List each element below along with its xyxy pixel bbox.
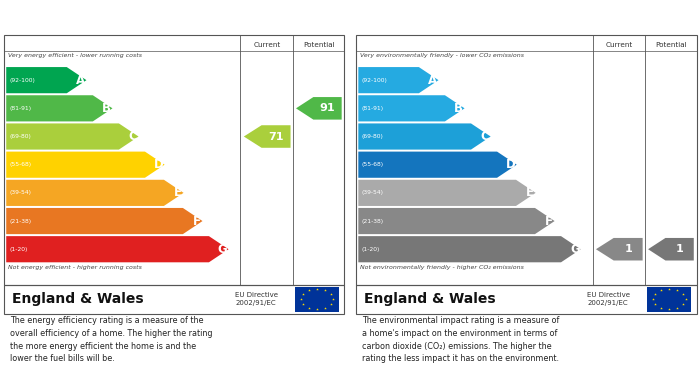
Text: The energy efficiency rating is a measure of the
overall efficiency of a home. T: The energy efficiency rating is a measur…: [10, 316, 213, 363]
Polygon shape: [6, 208, 202, 234]
Text: G: G: [218, 243, 228, 256]
Polygon shape: [6, 67, 86, 93]
Bar: [295, 287, 340, 312]
Text: Very energy efficient - lower running costs: Very energy efficient - lower running co…: [8, 53, 141, 58]
Bar: [647, 287, 692, 312]
Text: Not energy efficient - higher running costs: Not energy efficient - higher running co…: [8, 265, 141, 269]
Polygon shape: [358, 67, 438, 93]
Text: (39-54): (39-54): [10, 190, 32, 196]
Polygon shape: [6, 95, 113, 122]
Polygon shape: [648, 238, 694, 260]
Polygon shape: [6, 236, 229, 262]
Text: E: E: [174, 187, 182, 199]
Text: C: C: [480, 130, 489, 143]
Text: Current: Current: [606, 42, 633, 48]
Text: C: C: [128, 130, 137, 143]
Text: (21-38): (21-38): [362, 219, 384, 224]
Text: (69-80): (69-80): [10, 134, 32, 139]
Polygon shape: [358, 180, 536, 206]
Text: A: A: [428, 74, 438, 87]
Text: The environmental impact rating is a measure of
a home's impact on the environme: The environmental impact rating is a mea…: [363, 316, 560, 363]
Text: EU Directive
2002/91/EC: EU Directive 2002/91/EC: [587, 292, 631, 306]
Text: Very environmentally friendly - lower CO₂ emissions: Very environmentally friendly - lower CO…: [360, 53, 524, 58]
Text: Current: Current: [253, 42, 281, 48]
Polygon shape: [358, 95, 465, 122]
Text: (39-54): (39-54): [362, 190, 384, 196]
Text: (55-68): (55-68): [10, 162, 32, 167]
Text: 1: 1: [676, 244, 683, 254]
Text: A: A: [76, 74, 85, 87]
Text: (69-80): (69-80): [362, 134, 384, 139]
Text: D: D: [506, 158, 516, 171]
Text: D: D: [154, 158, 164, 171]
Text: (21-38): (21-38): [10, 219, 32, 224]
Text: (81-91): (81-91): [10, 106, 32, 111]
Text: E: E: [526, 187, 534, 199]
Text: Potential: Potential: [655, 42, 687, 48]
Text: Potential: Potential: [303, 42, 335, 48]
Text: B: B: [454, 102, 463, 115]
Text: 1: 1: [624, 244, 632, 254]
Text: (1-20): (1-20): [362, 247, 380, 252]
Text: 91: 91: [320, 103, 335, 113]
Polygon shape: [596, 238, 643, 260]
Text: B: B: [102, 102, 111, 115]
Polygon shape: [296, 97, 342, 120]
Polygon shape: [244, 125, 290, 148]
Text: (55-68): (55-68): [362, 162, 384, 167]
Text: Energy Efficiency Rating: Energy Efficiency Rating: [10, 12, 182, 25]
Text: (92-100): (92-100): [362, 78, 388, 83]
Polygon shape: [358, 152, 517, 178]
Polygon shape: [6, 180, 183, 206]
Text: Environmental Impact (CO₂) Rating: Environmental Impact (CO₂) Rating: [363, 12, 608, 25]
Text: G: G: [570, 243, 580, 256]
Text: England & Wales: England & Wales: [364, 292, 496, 306]
Text: (81-91): (81-91): [362, 106, 384, 111]
Polygon shape: [6, 152, 164, 178]
Polygon shape: [358, 124, 491, 150]
Text: Not environmentally friendly - higher CO₂ emissions: Not environmentally friendly - higher CO…: [360, 265, 524, 269]
Text: F: F: [545, 215, 553, 228]
Text: 71: 71: [268, 131, 284, 142]
Text: F: F: [193, 215, 201, 228]
Text: EU Directive
2002/91/EC: EU Directive 2002/91/EC: [235, 292, 279, 306]
Polygon shape: [358, 236, 581, 262]
Polygon shape: [6, 124, 139, 150]
Polygon shape: [358, 208, 554, 234]
Text: England & Wales: England & Wales: [12, 292, 144, 306]
Text: (1-20): (1-20): [10, 247, 28, 252]
Text: (92-100): (92-100): [10, 78, 36, 83]
